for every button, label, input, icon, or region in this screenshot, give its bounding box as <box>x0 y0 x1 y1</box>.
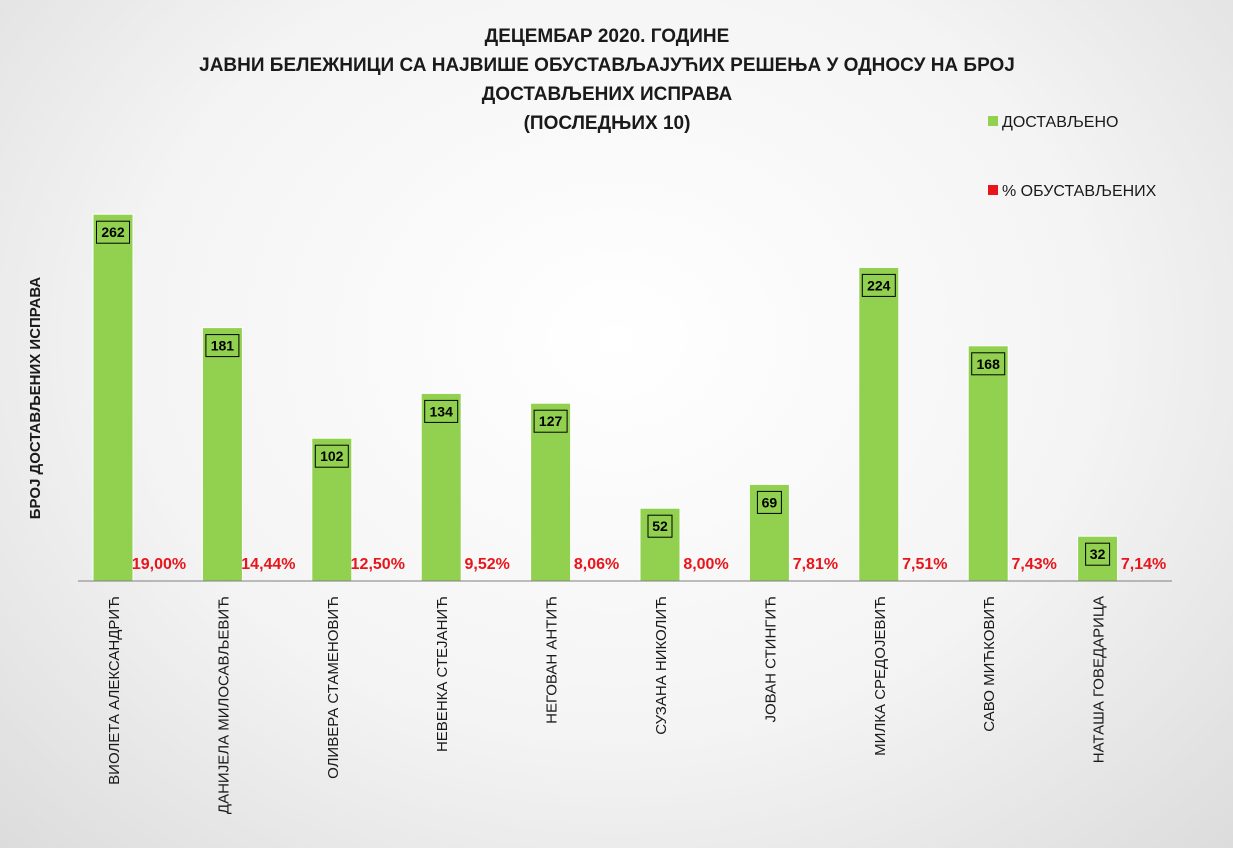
category-label: НЕГОВАН АНТИЋ <box>544 596 561 724</box>
value-label: 224 <box>867 277 891 293</box>
value-label-box <box>96 220 130 244</box>
value-label-box <box>1085 542 1111 566</box>
legend-swatch-delivered <box>988 116 998 126</box>
value-label-box <box>205 334 240 358</box>
percent-label: 19,00% <box>132 556 186 573</box>
value-label: 134 <box>430 403 454 419</box>
percent-label: 7,14% <box>1121 556 1166 573</box>
chart-title-line-2: ЈАВНИ БЕЛЕЖНИЦИ СА НАЈВИШЕ ОБУСТАВЉАЈУЋИ… <box>199 55 1015 76</box>
category-label: ВИОЛЕТА АЛЕКСАНДРИЋ <box>106 596 123 785</box>
value-label: 52 <box>652 518 668 534</box>
category-label: НЕВЕНКА СТЕЈАНИЋ <box>434 596 451 752</box>
category-label: ОЛИВЕРА СТАМЕНОВИЋ <box>325 596 342 779</box>
percent-label: 7,51% <box>902 556 947 573</box>
bar-delivered <box>858 266 900 582</box>
percent-label: 12,50% <box>351 556 405 573</box>
chart-title-line-1: ДЕЦЕМБАР 2020. ГОДИНЕ <box>485 26 730 47</box>
category-label: САВО МИЋКОВИЋ <box>981 596 998 732</box>
category-label: МИЛКА СРЕДОЈЕВИЋ <box>872 596 889 756</box>
chart-title-line-4: (ПОСЛЕДЊИХ 10) <box>524 113 691 134</box>
percent-label: 14,44% <box>241 556 295 573</box>
value-label-box <box>533 409 568 433</box>
bar-delivered <box>92 213 134 582</box>
value-label: 127 <box>539 413 563 429</box>
percent-label: 8,00% <box>683 556 728 573</box>
value-label-box <box>861 273 896 297</box>
bar-delivered <box>639 507 681 582</box>
percent-label: 7,81% <box>793 556 838 573</box>
value-label: 69 <box>762 494 778 510</box>
category-label: СУЗАНА НИКОЛИЋ <box>653 596 670 735</box>
legend: ДОСТАВЉЕНО % ОБУСТАВЉЕНИХ <box>988 114 1157 200</box>
value-label-box <box>647 514 673 538</box>
percent-label: 9,52% <box>465 556 510 573</box>
value-label-box <box>756 490 782 514</box>
percent-label: 8,06% <box>574 556 619 573</box>
legend-label-delivered: ДОСТАВЉЕНО <box>1002 114 1118 131</box>
bar-delivered <box>420 392 462 582</box>
category-labels-layer: ВИОЛЕТА АЛЕКСАНДРИЋ ДАНИЈЕЛА МИЛОСАВЉЕВИЋ… <box>106 596 1108 814</box>
value-label: 102 <box>320 448 344 464</box>
value-label: 168 <box>977 356 1001 372</box>
bar-delivered <box>967 345 1009 582</box>
value-label: 262 <box>101 224 125 240</box>
legend-label-percent: % ОБУСТАВЉЕНИХ <box>1002 183 1157 200</box>
chart-title: ДЕЦЕМБАР 2020. ГОДИНЕ ЈАВНИ БЕЛЕЖНИЦИ СА… <box>199 26 1015 134</box>
chart-title-line-3: ДОСТАВЉЕНИХ ИСПРАВА <box>482 84 733 105</box>
value-label: 32 <box>1090 546 1106 562</box>
bar-delivered <box>201 327 243 582</box>
category-label: НАТАША ГОВЕДАРИЦА <box>1091 596 1108 763</box>
labels-layer: 262 19,00% 181 14,44% 102 12,50% 134 9,52% 127 8,… <box>96 220 1166 573</box>
value-label: 181 <box>211 338 235 354</box>
value-label-box <box>424 399 459 423</box>
legend-swatch-percent <box>988 185 998 195</box>
bars-layer <box>92 213 1119 582</box>
value-label-box <box>971 352 1006 376</box>
category-label: ДАНИЈЕЛА МИЛОСАВЉЕВИЋ <box>215 596 232 814</box>
value-label-box <box>314 444 349 468</box>
bar-delivered <box>530 402 572 582</box>
percent-label: 7,43% <box>1012 556 1057 573</box>
category-label: ЈОВАН СТИНГИЋ <box>762 596 779 723</box>
y-axis-label: БРОЈ ДОСТАВЉЕНИХ ИСПРАВА <box>27 277 44 520</box>
